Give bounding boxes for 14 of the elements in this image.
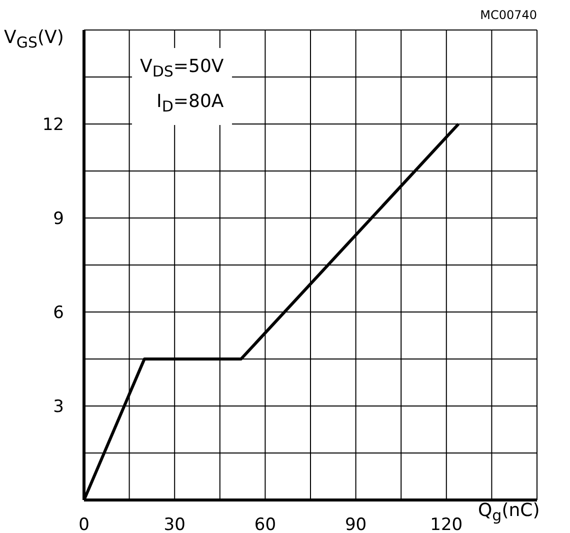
y-axis-title: V$_{GS}$(V): [4, 27, 64, 52]
y-tick-label: 12: [42, 115, 64, 136]
x-tick-label: 30: [164, 515, 186, 533]
y-tick-label: 9: [53, 209, 64, 230]
y-tick-label: 6: [53, 303, 64, 324]
x-tick-label: 60: [254, 515, 276, 533]
annotation: V$_{DS}$=50V: [140, 55, 224, 83]
y-tick-label: 3: [53, 397, 64, 418]
text: MC00740: [480, 8, 537, 22]
x-tick-label: 0: [78, 515, 90, 533]
annotation: I$_{D}$=80A: [156, 90, 224, 118]
x-tick-label: 120: [430, 515, 463, 533]
x-tick-label: 90: [344, 515, 367, 533]
x-axis-title: Q$_{g}$(nC): [478, 500, 540, 525]
